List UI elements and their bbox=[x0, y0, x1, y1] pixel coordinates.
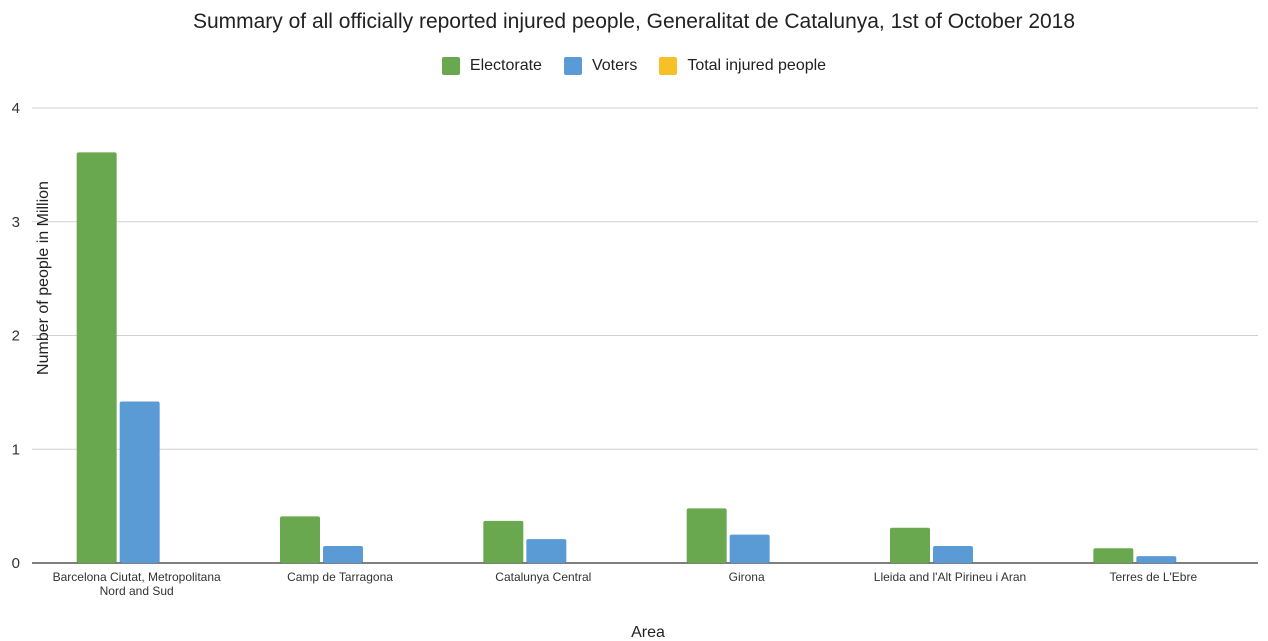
legend-label-electorate: Electorate bbox=[469, 57, 542, 74]
legend-label-voters: Voters bbox=[591, 57, 638, 74]
legend-item-total-injured[interactable]: Total injured people bbox=[659, 57, 826, 75]
y-tick-label: 4 bbox=[12, 100, 20, 117]
legend-item-electorate[interactable]: Electorate bbox=[441, 57, 542, 75]
y-tick-label: 0 bbox=[12, 555, 20, 572]
legend-item-voters[interactable]: Voters bbox=[563, 57, 638, 75]
bar-voters[interactable] bbox=[526, 539, 567, 563]
bar-electorate[interactable] bbox=[76, 152, 117, 564]
legend-label-total-injured: Total injured people bbox=[687, 57, 827, 74]
x-tick-label: Barcelona Ciutat, Metropolitana bbox=[53, 570, 221, 584]
bar-electorate[interactable] bbox=[686, 508, 727, 563]
bar-voters[interactable] bbox=[933, 545, 973, 563]
bar-electorate[interactable] bbox=[890, 527, 930, 563]
x-tick-label: Terres de L'Ebre bbox=[1109, 570, 1197, 584]
x-axis-title: Area bbox=[631, 624, 665, 641]
tick-layer: 0 1 2 3 4 Barcelona Ciutat, MetropolitanaNord… bbox=[12, 100, 1198, 598]
y-axis-title: Number of people in Million bbox=[35, 181, 52, 375]
x-tick-label: Girona bbox=[729, 570, 765, 584]
y-tick-label: 1 bbox=[12, 441, 20, 458]
x-tick-label: Lleida and l'Alt Pirineu i Aran bbox=[874, 570, 1026, 584]
bar-layer bbox=[76, 152, 1177, 564]
y-tick-label: 3 bbox=[12, 214, 20, 231]
bar-voters[interactable] bbox=[1136, 556, 1177, 563]
chart-title: Summary of all officially reported injur… bbox=[192, 10, 1076, 33]
legend-swatch-total-injured bbox=[659, 57, 678, 75]
grid-layer bbox=[32, 107, 1258, 564]
legend-swatch-voters bbox=[563, 57, 582, 75]
bar-electorate[interactable] bbox=[483, 520, 524, 563]
bar-electorate[interactable] bbox=[280, 516, 320, 563]
bar-voters[interactable] bbox=[323, 545, 363, 563]
x-tick-label: Nord and Sud bbox=[100, 584, 174, 598]
x-tick-label: Camp de Tarragona bbox=[287, 570, 393, 584]
bar-electorate[interactable] bbox=[1093, 548, 1134, 563]
bar-voters[interactable] bbox=[729, 534, 770, 563]
x-tick-label: Catalunya Central bbox=[495, 570, 591, 584]
bar-voters[interactable] bbox=[119, 401, 160, 563]
legend: Electorate Voters Total injured people bbox=[0, 57, 1268, 75]
y-tick-label: 2 bbox=[12, 328, 20, 345]
legend-swatch-electorate bbox=[441, 57, 460, 75]
